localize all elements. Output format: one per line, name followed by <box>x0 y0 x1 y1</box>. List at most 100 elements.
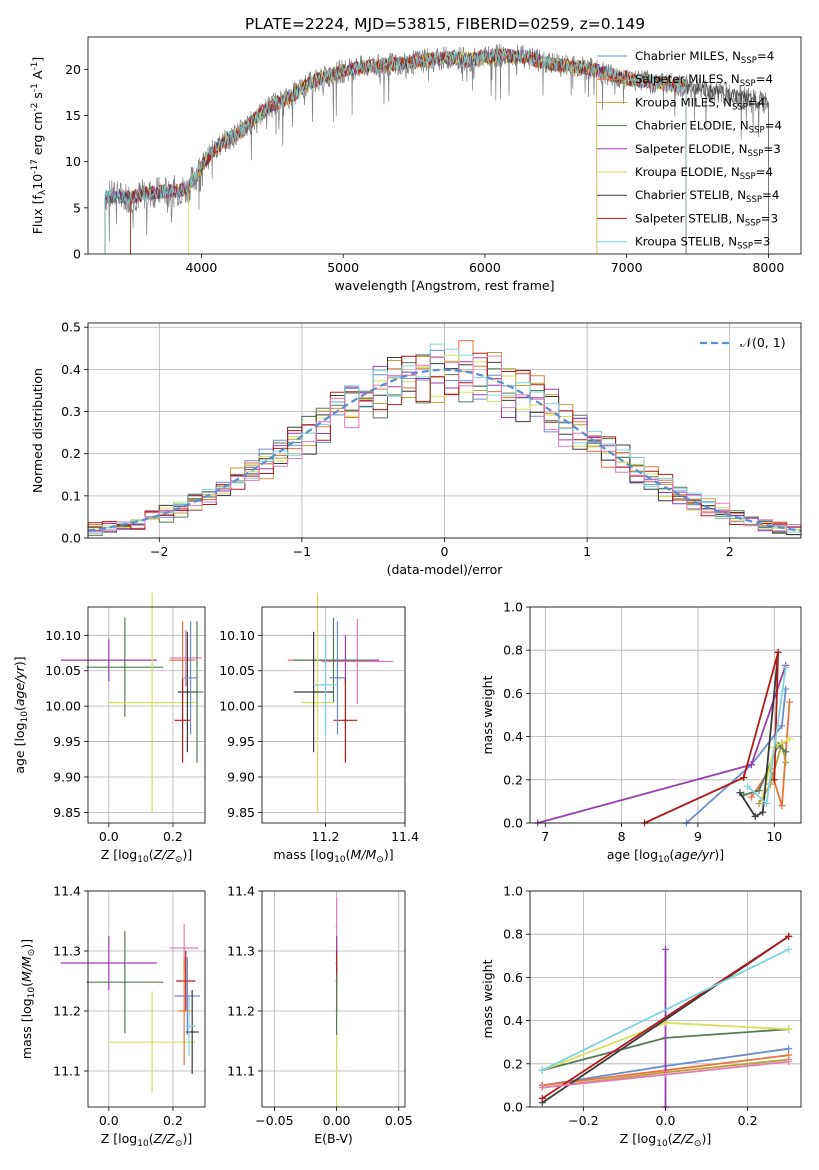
series-marker <box>751 813 759 821</box>
x-tick-label: 7000 <box>611 260 643 275</box>
series-marker <box>782 663 790 671</box>
data-point <box>181 659 184 662</box>
residual_hist-marks <box>87 340 802 538</box>
x-tick-label: 0 <box>441 544 449 559</box>
data-point <box>184 980 187 982</box>
data-point <box>186 995 189 997</box>
x-tick-label: 11.4 <box>391 829 419 844</box>
y-tick-label: 11.1 <box>227 1064 255 1079</box>
y-tick-label: 9.95 <box>53 734 81 749</box>
y-tick-label: 20 <box>65 62 81 77</box>
series-marker <box>785 1058 793 1066</box>
data-point <box>335 1070 338 1072</box>
age_vs_mass-frame <box>261 606 406 824</box>
series-marker <box>785 945 793 953</box>
age_vs_mass-xlabel: mass [log10​(M/M⊙​)] <box>273 847 393 865</box>
data-point <box>195 690 198 693</box>
x-tick-label: 5000 <box>327 260 359 275</box>
series-marker <box>785 1025 793 1033</box>
data-point <box>107 659 110 662</box>
series-marker <box>747 761 755 769</box>
series-marker <box>736 789 744 797</box>
spectrum-panel: 4000 5000 6000 7000 8000 0 5 10 15 20 Chabrier MIL… <box>30 36 802 293</box>
y-tick-label: 0.4 <box>61 362 81 377</box>
series-marker <box>782 759 790 767</box>
series-marker <box>763 800 771 808</box>
figure-title: PLATE=2224, MJD=53815, FIBERID=0259, z=0… <box>245 15 645 33</box>
spectrum-legend: Chabrier MILES, NSSP=4 Salpeter MILES, NS… <box>597 49 782 252</box>
data-point <box>344 719 347 722</box>
y-tick-label: 9.85 <box>227 805 255 820</box>
y-tick-label: 0.0 <box>503 1100 523 1115</box>
series-marker <box>538 1066 546 1074</box>
y-tick-label: 5 <box>73 200 81 215</box>
x-tick-label: 4000 <box>185 260 217 275</box>
x-tick-label: 10 <box>766 829 782 844</box>
massweight_vs_age-marks <box>534 648 794 827</box>
data-point <box>316 701 319 704</box>
age_vs_Z-ylabel: age [log10​(age/yr)] <box>12 656 30 773</box>
y-tick-label: 10.05 <box>45 663 81 678</box>
series-marker <box>538 1094 546 1102</box>
x-tick-label: 8 <box>618 829 626 844</box>
x-tick-label: 9 <box>694 829 702 844</box>
series-marker <box>538 1084 546 1092</box>
series-marker <box>662 1071 669 1079</box>
data-point <box>336 676 339 679</box>
series-marker <box>662 945 669 953</box>
mass_vs_EBV-panel: −0.05 0.00 0.05 11.1 11.2 11.3 11.4 E(B-V) <box>227 884 413 1147</box>
age_vs_Z-panel: 0.0 0.2 9.85 9.90 9.95 10.00 10.05 10.10 Z [log1… <box>12 592 206 865</box>
y-tick-label: 0.6 <box>503 686 523 701</box>
age_vs_Z-xlabel: Z [log10​(Z/Z⊙​)] <box>101 847 192 865</box>
x-tick-label: −0.2 <box>568 1113 598 1128</box>
residual_hist-xlabel: (data-model)/error <box>387 562 504 577</box>
y-tick-label: 10 <box>65 154 81 169</box>
y-tick-label: 10.00 <box>45 699 81 714</box>
y-tick-label: 11.3 <box>227 944 255 959</box>
series-marker <box>778 802 786 810</box>
legend-label: Salpeter STELIB, NSSP=3 <box>635 211 778 228</box>
y-tick-label: 11.2 <box>227 1004 255 1019</box>
y-tick-label: 11.3 <box>53 944 81 959</box>
age_vs_mass-marks <box>287 592 394 813</box>
y-tick-label: 9.85 <box>53 805 81 820</box>
mass_vs_EBV-xlabel: E(B-V) <box>314 1131 353 1146</box>
data-point <box>356 660 359 663</box>
y-tick-label: 15 <box>65 108 81 123</box>
mass_vs_EBV-grid <box>262 890 405 1107</box>
series-line-chabrier_miles <box>685 689 787 824</box>
residual_hist-frame <box>87 322 802 539</box>
massweight_vs_age-xlabel: age [log10​(age/yr)] <box>607 847 724 865</box>
legend-label: 𝒩(0, 1) <box>740 335 786 350</box>
data-point <box>107 962 110 964</box>
data-point <box>335 1010 338 1012</box>
x-tick-label: 7 <box>541 829 549 844</box>
y-tick-label: 11.1 <box>53 1064 81 1079</box>
spectrum-frame <box>87 36 802 255</box>
y-tick-label: 11.4 <box>227 884 255 899</box>
age_vs_Z-marks <box>60 592 204 813</box>
y-tick-label: 9.90 <box>227 769 255 784</box>
massweight_vs_Z-xlabel: Z [log10​(Z/Z⊙​)] <box>620 1131 711 1149</box>
legend-label: Kroupa STELIB, NSSP=3 <box>635 235 770 252</box>
data-point <box>123 666 126 669</box>
data-point <box>151 1041 154 1044</box>
series-marker <box>786 735 794 743</box>
x-tick-label: 8000 <box>752 260 784 275</box>
series-marker <box>786 698 794 706</box>
mass_vs_Z-ylabel: mass [log10​(M/M⊙​)] <box>19 939 37 1059</box>
y-tick-label: 0.4 <box>503 1013 523 1028</box>
model-spectrum-kroupa_miles <box>130 48 598 255</box>
y-tick-label: 10.00 <box>219 699 255 714</box>
series-marker <box>782 748 790 756</box>
hist-step-kroupa_stelib <box>87 343 802 538</box>
data-point <box>181 719 184 722</box>
data-point <box>183 947 186 949</box>
y-tick-label: 0.8 <box>503 927 523 942</box>
x-tick-label: 0.2 <box>738 1113 758 1128</box>
y-tick-label: 9.95 <box>227 734 255 749</box>
mass_vs_Z-frame <box>87 890 206 1108</box>
y-tick-label: 0.1 <box>61 488 81 503</box>
x-tick-label: 2 <box>726 544 734 559</box>
series-marker <box>774 648 782 656</box>
